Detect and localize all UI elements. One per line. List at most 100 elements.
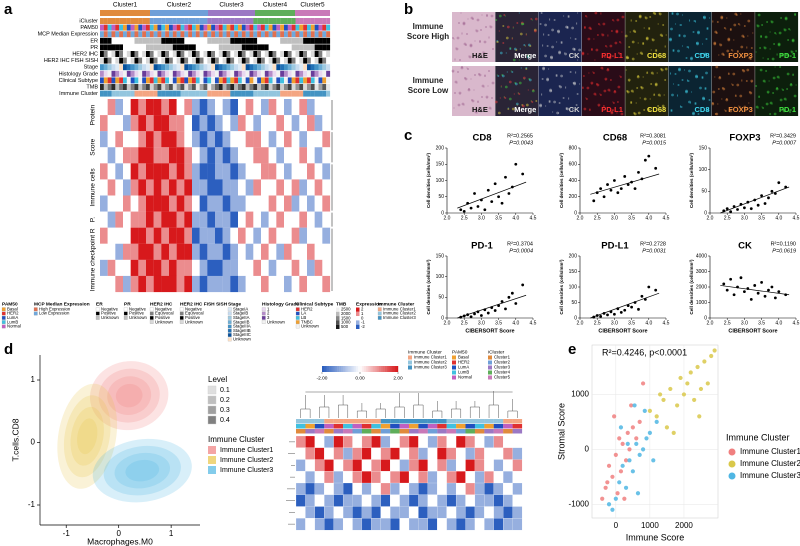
image-speck [581,51,585,55]
track-cell [230,51,235,57]
track-cell [146,24,150,31]
heatmap-cell [333,447,344,460]
image-speck [681,79,684,81]
image-speck [759,47,762,49]
heatmap-cell [169,211,177,228]
track-cell [111,90,116,97]
heatmap-cell [446,506,457,519]
point [521,172,525,176]
image-speck [755,51,757,53]
image-speck [576,93,579,95]
annotation-strip [333,419,344,424]
track-cell [134,57,139,64]
image-speck [746,46,748,48]
heatmap-cell [199,179,208,196]
legend-swatch [33,311,38,316]
track-cell [146,84,150,90]
track-cell [280,18,285,24]
density-contour [114,452,171,489]
image-speck [586,86,590,90]
image-speck [489,25,491,27]
image-speck [526,54,530,58]
image-speck [625,55,629,59]
track-cell [176,31,181,38]
heatmap-cell [138,211,147,228]
heatmap-cell [261,147,269,164]
annotation: R²=0.2565 [507,133,533,139]
x-tick-label: 0 [116,529,121,538]
heatmap-cell [474,494,485,507]
image-speck [608,55,612,59]
image-speck [614,57,616,59]
legend-label: 1500 [341,315,351,320]
heatmap-cell [455,435,466,448]
legend-swatch [488,365,492,370]
image-speck [497,75,500,77]
image-speck [565,86,567,88]
track-cell [146,70,150,77]
track-cell [195,24,200,31]
image-speck [626,90,630,94]
track-cell [314,24,319,31]
heatmap-cell [284,163,292,180]
image-speck [522,23,525,25]
track-cell [230,18,235,24]
track-cell [249,37,254,44]
image-speck [703,15,706,19]
heatmap-cell [230,147,239,164]
track-cell [326,37,331,44]
point [606,502,612,507]
image-speck [722,54,725,56]
track-cell [134,18,139,24]
point [618,469,624,474]
heatmap-cell [176,131,185,148]
x-tick-label: 2000 [675,521,693,530]
track-cell [149,24,154,31]
image-speck [566,27,569,29]
track-cell [307,70,311,77]
legend-label: Immune Cluster2 [220,457,273,464]
image-speck [741,79,743,81]
point [637,307,640,311]
image-speck [662,24,665,26]
track-cell [264,64,269,71]
image-speck [770,20,774,24]
point [651,458,656,463]
heatmap-cell [322,115,331,132]
heatmap-cell [418,494,429,507]
image-speck [613,90,616,92]
annotation-strip [361,429,372,434]
heatmap-cell [153,131,162,148]
image-speck [484,75,486,77]
image-speck [454,92,456,94]
image-speck [775,33,777,35]
image-speck [539,23,542,25]
image-speck [711,102,714,104]
x-axis-title: Immune Score [626,532,685,542]
point [490,200,494,204]
image-speck [555,74,558,76]
image-speck [727,38,731,42]
y-axis-title: Cell densities (cells/mm²) [426,152,431,208]
image-speck [774,66,776,68]
image-speck [454,59,456,61]
track-cell [276,84,281,90]
heatmap-cell [261,243,269,260]
track-cell [149,44,154,51]
annotation-strip [512,429,523,434]
track-cell [207,31,212,38]
heatmap-cell [299,147,308,164]
image-speck [636,87,639,89]
point [753,284,757,287]
heatmap-cell [390,471,400,484]
image-speck [560,74,563,78]
heatmap-cell [222,243,231,260]
track-cell [126,24,131,31]
image-speck [467,18,469,20]
legend-label: Immune Cluster1 [414,355,447,360]
image-speck [630,20,632,22]
density-contour [70,406,104,466]
track-cell [157,90,162,97]
heatmap-cell [437,459,447,472]
track-cell [310,51,315,57]
